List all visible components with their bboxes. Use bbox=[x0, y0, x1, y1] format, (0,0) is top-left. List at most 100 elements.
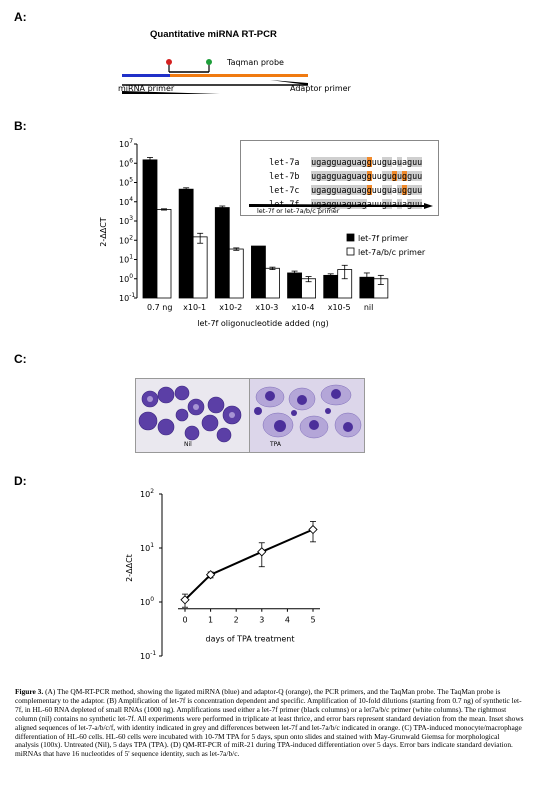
seq-nucleotide: a bbox=[321, 157, 327, 167]
legend-swatch bbox=[346, 247, 355, 256]
y-tick-label: 107 bbox=[119, 138, 133, 149]
bar-let7f bbox=[359, 276, 375, 299]
x-tick-label: 5 bbox=[310, 616, 315, 625]
seq-row-let7b: let-7b ugagguaguagguugugugguu bbox=[269, 171, 423, 181]
seq-nucleotide: g bbox=[346, 157, 352, 167]
seq-nucleotide: u bbox=[386, 199, 392, 209]
seq-nucleotide: a bbox=[341, 199, 347, 209]
seq-nucleotide: g bbox=[381, 185, 387, 195]
y-tick-label: 104 bbox=[119, 196, 133, 207]
x-tick-label: 4 bbox=[285, 616, 290, 625]
seq-nucleotide: u bbox=[412, 185, 418, 195]
seq-nucleotide: g bbox=[326, 185, 332, 195]
micrograph-tpa-label: TPA bbox=[270, 441, 282, 448]
panel-d-label: D: bbox=[14, 474, 27, 488]
x-tick-label: 3 bbox=[259, 616, 264, 625]
seq-nucleotide: u bbox=[371, 171, 377, 181]
seq-nucleotide: a bbox=[356, 171, 362, 181]
seq-nucleotide: g bbox=[326, 199, 332, 209]
seq-nucleotide: u bbox=[311, 171, 317, 181]
seq-nucleotide: u bbox=[376, 171, 382, 181]
bar-let7abc bbox=[156, 209, 172, 299]
seq-nucleotide: g bbox=[361, 171, 367, 181]
y-tick-label: 103 bbox=[119, 215, 133, 226]
seq-nucleotide: u bbox=[311, 199, 317, 209]
seq-nucleotide: g bbox=[381, 157, 387, 167]
figure-caption: Figure 3. (A) The QM-RT-PCR method, show… bbox=[15, 687, 525, 759]
data-point bbox=[257, 547, 267, 557]
seq-nucleotide: u bbox=[351, 157, 357, 167]
micrograph-nil-label: Nil bbox=[184, 441, 192, 448]
adaptor-primer-label: Adaptor primer bbox=[290, 84, 351, 93]
seq-nucleotide: u bbox=[412, 157, 418, 167]
seq-nucleotide: a bbox=[391, 199, 397, 209]
seq-nucleotide: g bbox=[361, 157, 367, 167]
panel-a-label: A: bbox=[14, 10, 27, 24]
seq-nucleotide: u bbox=[417, 157, 423, 167]
seq-nucleotide: u bbox=[376, 199, 382, 209]
seq-nucleotide: a bbox=[341, 157, 347, 167]
seq-nucleotide: g bbox=[316, 185, 322, 195]
y-axis-label: 2-ΔΔCT bbox=[99, 217, 108, 247]
y-tick-label: 102 bbox=[140, 488, 154, 499]
bar-let7abc bbox=[192, 236, 208, 299]
seq-nucleotide: u bbox=[386, 171, 392, 181]
seq-nucleotide: u bbox=[396, 185, 403, 195]
x-tick-label: x10-2 bbox=[219, 303, 242, 312]
x-tick-label: 2 bbox=[234, 616, 239, 625]
seq-nucleotide: g bbox=[366, 185, 372, 195]
seq-nucleotide: a bbox=[402, 199, 408, 209]
legend-swatch bbox=[346, 233, 355, 242]
seq-nucleotide: a bbox=[366, 199, 372, 209]
panel-a-title: Quantitative miRNA RT-PCR bbox=[150, 29, 277, 40]
seq-nucleotide: a bbox=[321, 199, 327, 209]
seq-row-let7c: let-7c ugagguaguagguuguaugguu bbox=[269, 185, 423, 195]
seq-nucleotide: g bbox=[331, 185, 337, 195]
x-tick-label: x10-5 bbox=[328, 303, 351, 312]
seq-nucleotide: u bbox=[371, 157, 377, 167]
seq-nucleotide: u bbox=[371, 185, 377, 195]
reporter-dot bbox=[166, 59, 172, 65]
y-tick-label: 10-1 bbox=[140, 650, 156, 661]
seq-nucleotide: g bbox=[326, 157, 332, 167]
seq-nucleotide: a bbox=[402, 157, 408, 167]
y-tick-label: 100 bbox=[119, 273, 133, 284]
seq-nucleotide: u bbox=[386, 157, 392, 167]
seq-nucleotide: u bbox=[412, 199, 418, 209]
seq-nucleotide: u bbox=[412, 171, 418, 181]
y-axis-label: 2-ΔΔCt bbox=[125, 554, 134, 582]
seq-nucleotide: g bbox=[316, 157, 322, 167]
y-tick-label: 10-1 bbox=[119, 292, 135, 303]
caption-footer: miRNAs that have 16 nucleotides of 5' se… bbox=[15, 749, 240, 759]
seq-nucleotide: g bbox=[402, 185, 408, 195]
inset-primer-arrow bbox=[249, 203, 433, 209]
micrograph-nil-image bbox=[136, 379, 250, 452]
seq-nucleotide: g bbox=[381, 171, 387, 181]
micrograph-tpa: TPA bbox=[249, 378, 365, 453]
x-axis-label: days of TPA treatment bbox=[205, 635, 294, 644]
seq-nucleotide: g bbox=[366, 171, 372, 181]
seq-nucleotide: u bbox=[371, 199, 377, 209]
micrograph-tpa-image bbox=[250, 379, 364, 452]
seq-nucleotide: u bbox=[311, 157, 317, 167]
seq-nucleotide: u bbox=[417, 199, 423, 209]
seq-nucleotide: u bbox=[311, 185, 317, 195]
micrograph-nil: Nil bbox=[135, 378, 251, 453]
seq-nucleotide: g bbox=[326, 171, 332, 181]
seq-nucleotide: u bbox=[386, 185, 392, 195]
bar-let7f bbox=[251, 245, 266, 299]
bar-let7abc bbox=[228, 248, 244, 299]
bar-let7f bbox=[142, 159, 158, 299]
seq-nucleotide: g bbox=[346, 199, 352, 209]
seq-nucleotide: u bbox=[396, 157, 403, 167]
seq-nucleotide: u bbox=[351, 185, 357, 195]
x-tick-label: nil bbox=[364, 303, 374, 312]
adaptor-primer-arrow bbox=[270, 80, 308, 85]
seq-nucleotide: a bbox=[391, 185, 397, 195]
y-tick-label: 105 bbox=[119, 177, 133, 188]
bar-let7f bbox=[323, 274, 339, 299]
legend-entry: let-7f primer bbox=[358, 234, 409, 243]
x-tick-label: x10-4 bbox=[292, 303, 315, 312]
seq-nucleotide: u bbox=[376, 185, 382, 195]
y-tick-label: 100 bbox=[140, 596, 154, 607]
